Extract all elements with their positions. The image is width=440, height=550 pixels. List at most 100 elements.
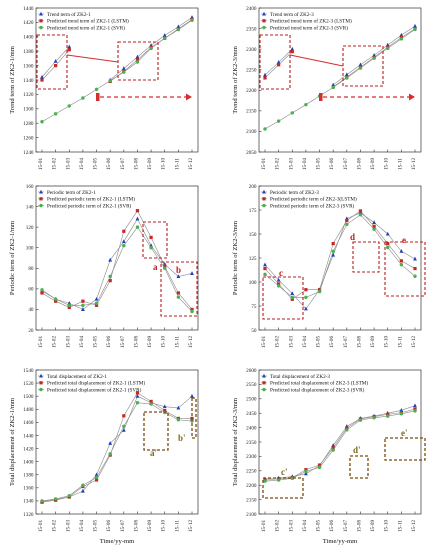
data-point (67, 303, 71, 308)
data-point (331, 448, 335, 452)
x-tick-label: 15-03 (288, 520, 294, 533)
data-point (372, 224, 376, 228)
data-point (122, 424, 126, 429)
data-point (176, 291, 180, 295)
data-point (276, 478, 281, 482)
data-point (108, 279, 112, 283)
data-point (372, 220, 376, 224)
x-tick-label: 15-10 (161, 336, 167, 349)
x-tick-label: 15-12 (411, 520, 417, 533)
legend-entry: Predicted periodic term of ZK2-3 (SVR) (270, 202, 355, 209)
y-tick-label: 20 (28, 328, 34, 334)
y-tick-label: 40 (28, 307, 34, 313)
data-point (40, 74, 44, 79)
x-tick-label: 15-10 (384, 336, 390, 349)
x-tick-label: 15-08 (356, 336, 362, 349)
x-tick-label: 15-06 (329, 158, 335, 171)
highlight-box (191, 397, 197, 439)
x-tick-label: 15-12 (411, 336, 417, 349)
data-point (276, 60, 281, 64)
annotation-label: c (279, 268, 283, 278)
y-axis-label: Total displacement of ZK2-1/mm (9, 397, 16, 486)
x-tick-label: 15-04 (79, 336, 85, 349)
legend-marker (39, 25, 43, 30)
x-axis-label: Time/yy-mm (323, 538, 358, 545)
data-point (345, 76, 349, 80)
data-point (263, 272, 267, 277)
legend-marker (39, 11, 43, 16)
data-point (176, 274, 181, 279)
data-point (149, 235, 153, 240)
data-point (162, 33, 167, 37)
y-tick-label: 1360 (23, 486, 34, 492)
x-tick-label: 15-06 (106, 336, 112, 349)
x-tick-label: 15-04 (79, 520, 85, 533)
data-point (94, 296, 99, 301)
data-point (413, 274, 417, 278)
data-point (290, 291, 295, 296)
x-tick-label: 15-06 (329, 336, 335, 349)
data-point (276, 284, 281, 288)
legend-marker (262, 197, 266, 201)
x-tick-label: 15-08 (133, 520, 139, 533)
data-point (94, 478, 99, 482)
y-tick-label: 2050 (246, 150, 257, 156)
data-point (358, 209, 363, 213)
data-point (399, 37, 404, 41)
y-tick-label: 2550 (246, 382, 257, 388)
data-point (67, 104, 71, 108)
data-point (290, 111, 294, 115)
data-point (276, 119, 281, 123)
data-point (135, 60, 140, 64)
data-point (304, 468, 308, 472)
data-point (190, 271, 194, 275)
chart-periodic-zk21: 20 40 60 80 100 120 140 160 15-01 15-02 15-03 15-04… (9, 184, 199, 349)
y-tick-label: 1520 (23, 381, 34, 387)
legend-entry: Predicted periodic term of ZK2-3(LSTM) (270, 196, 357, 203)
legend-marker (262, 203, 266, 208)
legend-marker (39, 373, 43, 378)
data-point (122, 243, 126, 248)
y-tick-label: 2250 (246, 68, 257, 74)
x-tick-label: 15-02 (52, 336, 58, 349)
legend-entry: Predicted periodic term of ZK2-1 (SVR) (47, 202, 132, 209)
data-point (94, 301, 99, 305)
y-tick-label: 2300 (246, 454, 257, 460)
callout-arrows (289, 54, 415, 101)
y-tick-label: 1400 (23, 459, 34, 465)
data-point (413, 27, 417, 32)
x-tick-label: 15-07 (343, 520, 349, 533)
x-tick-label: 15-12 (188, 158, 194, 171)
data-point (413, 23, 417, 28)
legend-marker (39, 381, 43, 385)
series-line (264, 214, 416, 298)
legend-entry: Predicted total displacement of ZK2-1 (L… (47, 380, 145, 387)
highlight-box (384, 241, 426, 297)
y-tick-label: 2450 (246, 411, 257, 417)
data-point (67, 305, 71, 309)
data-point (67, 493, 71, 498)
y-tick-label: 1260 (23, 135, 34, 141)
y-tick-label: 80 (28, 266, 34, 272)
x-tick-label: 15-05 (316, 520, 322, 533)
data-point (108, 257, 113, 262)
y-tick-label: 75 (251, 304, 257, 310)
y-tick-label: 2100 (246, 512, 257, 518)
annotation-label: d' (353, 445, 361, 455)
highlight-box (262, 276, 304, 320)
data-point (386, 414, 390, 418)
y-tick-label: 1500 (23, 394, 34, 400)
data-point (385, 231, 390, 236)
data-point (108, 79, 112, 83)
y-tick-label: 1480 (23, 407, 34, 413)
chart-trend-zk21: 1240 1260 1280 1300 1320 1340 1360 1380 1400 1420… (9, 6, 199, 171)
data-point (149, 246, 153, 250)
x-tick-label: 15-03 (65, 520, 71, 533)
data-point (81, 488, 85, 493)
series-2 (40, 209, 194, 312)
data-point (344, 72, 349, 77)
series-line (41, 402, 193, 502)
x-tick-label: 15-07 (343, 336, 349, 349)
annotation-label: a' (150, 448, 157, 458)
x-tick-label: 15-11 (174, 336, 180, 348)
